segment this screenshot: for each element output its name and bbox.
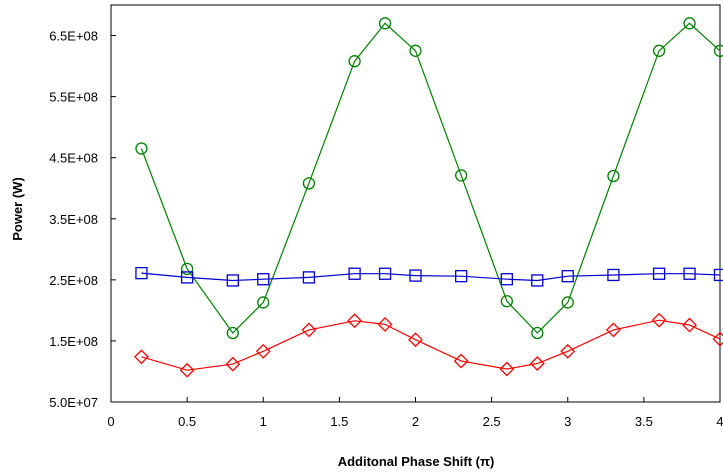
y-tick-label: 2.5E+08 [49,273,98,288]
y-tick-label: 5.0E+07 [49,395,98,410]
y-tick-label: 4.5E+08 [49,151,98,166]
y-tick-label: 6.5E+08 [49,29,98,44]
plot-area [111,5,720,402]
x-tick-label: 3 [564,414,571,429]
x-tick-label: 3.5 [635,414,653,429]
x-axis-title: Additonal Phase Shift (π) [338,454,495,469]
x-tick-label: 0 [107,414,114,429]
x-tick-label: 2 [412,414,419,429]
x-tick-label: 4 [716,414,723,429]
x-tick-label: 0.5 [178,414,196,429]
y-axis-title: Power (W) [10,177,25,241]
x-tick-label: 1.5 [330,414,348,429]
x-tick-label: 1 [260,414,267,429]
y-tick-label: 3.5E+08 [49,212,98,227]
x-tick-label: 2.5 [483,414,501,429]
y-tick-label: 1.5E+08 [49,334,98,349]
y-tick-label: 5.5E+08 [49,90,98,105]
